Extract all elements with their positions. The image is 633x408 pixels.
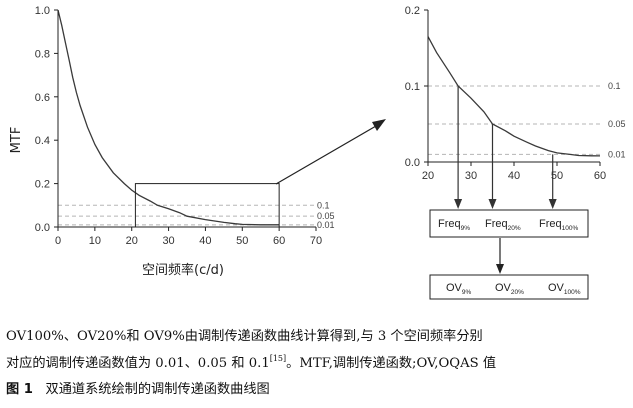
mtf-figure: 0.10.050.01 0 10 20 30 40 50 60 70 0.00.20.40.6… bbox=[9, 5, 626, 300]
left-y-axis-label: MTF bbox=[9, 127, 24, 154]
freq-arrow-head-2 bbox=[548, 199, 557, 209]
caption-text-2b: 。MTF,调制传递函数;OV,OQAS 值 bbox=[286, 356, 497, 371]
right-mtf-chart: 0.1 0.05 0.01 20 30 40 50 60 0.0 0.1 0.2 bbox=[405, 5, 626, 209]
left-xtick-label-3: 30 bbox=[162, 235, 174, 247]
freq-label-100: Freq100% bbox=[539, 218, 578, 232]
left-mtf-curve bbox=[57, 9, 280, 226]
right-mtf-curve bbox=[427, 36, 601, 157]
left-xtick-label-4: 40 bbox=[199, 235, 211, 247]
left-ref-label-0: 0.1 bbox=[317, 200, 330, 210]
figure-label: 图 1 bbox=[6, 382, 33, 397]
left-ytick-label-1: 0.2 bbox=[35, 179, 50, 191]
left-xtick-label-2: 20 bbox=[126, 235, 138, 247]
left-ytick-label-0: 0.0 bbox=[35, 222, 50, 234]
right-xtick-label-3: 50 bbox=[551, 170, 563, 182]
right-xtick-label-2: 40 bbox=[508, 170, 520, 182]
left-x-axis-label: 空间频率(c/d) bbox=[142, 262, 224, 278]
freq-arrow-head-1 bbox=[488, 199, 497, 209]
right-ytick-label-2: 0.2 bbox=[405, 5, 420, 17]
ov-label-9: OV9% bbox=[446, 282, 472, 296]
ov-label-100: OV100% bbox=[548, 282, 581, 296]
left-xtick-label-0: 0 bbox=[55, 235, 61, 247]
right-xtick-label-1: 30 bbox=[465, 170, 477, 182]
left-xtick-label-1: 10 bbox=[89, 235, 101, 247]
caption-line-3: 图 1 双通道系统绘制的调制传递函数曲线图 bbox=[6, 376, 628, 403]
left-ytick-label-5: 1.0 bbox=[35, 5, 50, 17]
freq-label-20: Freq20% bbox=[485, 218, 521, 232]
left-ref-label-1: 0.05 bbox=[317, 211, 335, 221]
freq-arrow-head-0 bbox=[454, 199, 463, 209]
right-ytick-label-0: 0.0 bbox=[405, 157, 420, 169]
caption-line-2: 对应的调制传递函数值为 0.01、0.05 和 0.1[15]。MTF,调制传递… bbox=[6, 350, 628, 377]
left-xtick-label-5: 50 bbox=[236, 235, 248, 247]
freq-label-9: Freq9% bbox=[438, 218, 470, 232]
right-ref-label-0: 0.1 bbox=[608, 81, 621, 91]
right-xtick-label-4: 60 bbox=[594, 170, 606, 182]
right-ref-label-2: 0.01 bbox=[608, 149, 626, 159]
zoom-arrow bbox=[275, 119, 386, 185]
caption-text-2a: 对应的调制传递函数值为 0.01、0.05 和 0.1 bbox=[6, 356, 270, 371]
ov-label-20: OV20% bbox=[495, 282, 524, 296]
left-xtick-label-7: 70 bbox=[310, 235, 322, 247]
left-ytick-label-3: 0.6 bbox=[35, 92, 50, 104]
left-mtf-chart: 0.10.050.01 0 10 20 30 40 50 60 70 0.0 0.2 0.4 0.6… bbox=[9, 5, 335, 278]
ov-box: OV9% OV20% OV100% bbox=[429, 274, 589, 300]
right-ytick-label-1: 0.1 bbox=[405, 81, 420, 93]
caption-reference: [15] bbox=[269, 354, 287, 363]
caption-text-1: OV100%、OV20%和 OV9%由调制传递函数曲线计算得到,与 3 个空间频… bbox=[6, 329, 483, 344]
ov-arrow bbox=[496, 238, 504, 274]
freq-box: Freq9% Freq20% Freq100% bbox=[429, 209, 589, 238]
caption-line-1: OV100%、OV20%和 OV9%由调制传递函数曲线计算得到,与 3 个空间频… bbox=[6, 323, 628, 350]
right-xtick-label-0: 20 bbox=[422, 170, 434, 182]
left-ytick-label-4: 0.8 bbox=[35, 48, 50, 60]
left-ytick-label-2: 0.4 bbox=[35, 135, 50, 147]
figure-title: 双通道系统绘制的调制传递函数曲线图 bbox=[45, 382, 270, 397]
right-ref-label-1: 0.05 bbox=[608, 119, 626, 129]
left-ref-label-2: 0.01 bbox=[317, 220, 335, 230]
left-xtick-label-6: 60 bbox=[273, 235, 285, 247]
